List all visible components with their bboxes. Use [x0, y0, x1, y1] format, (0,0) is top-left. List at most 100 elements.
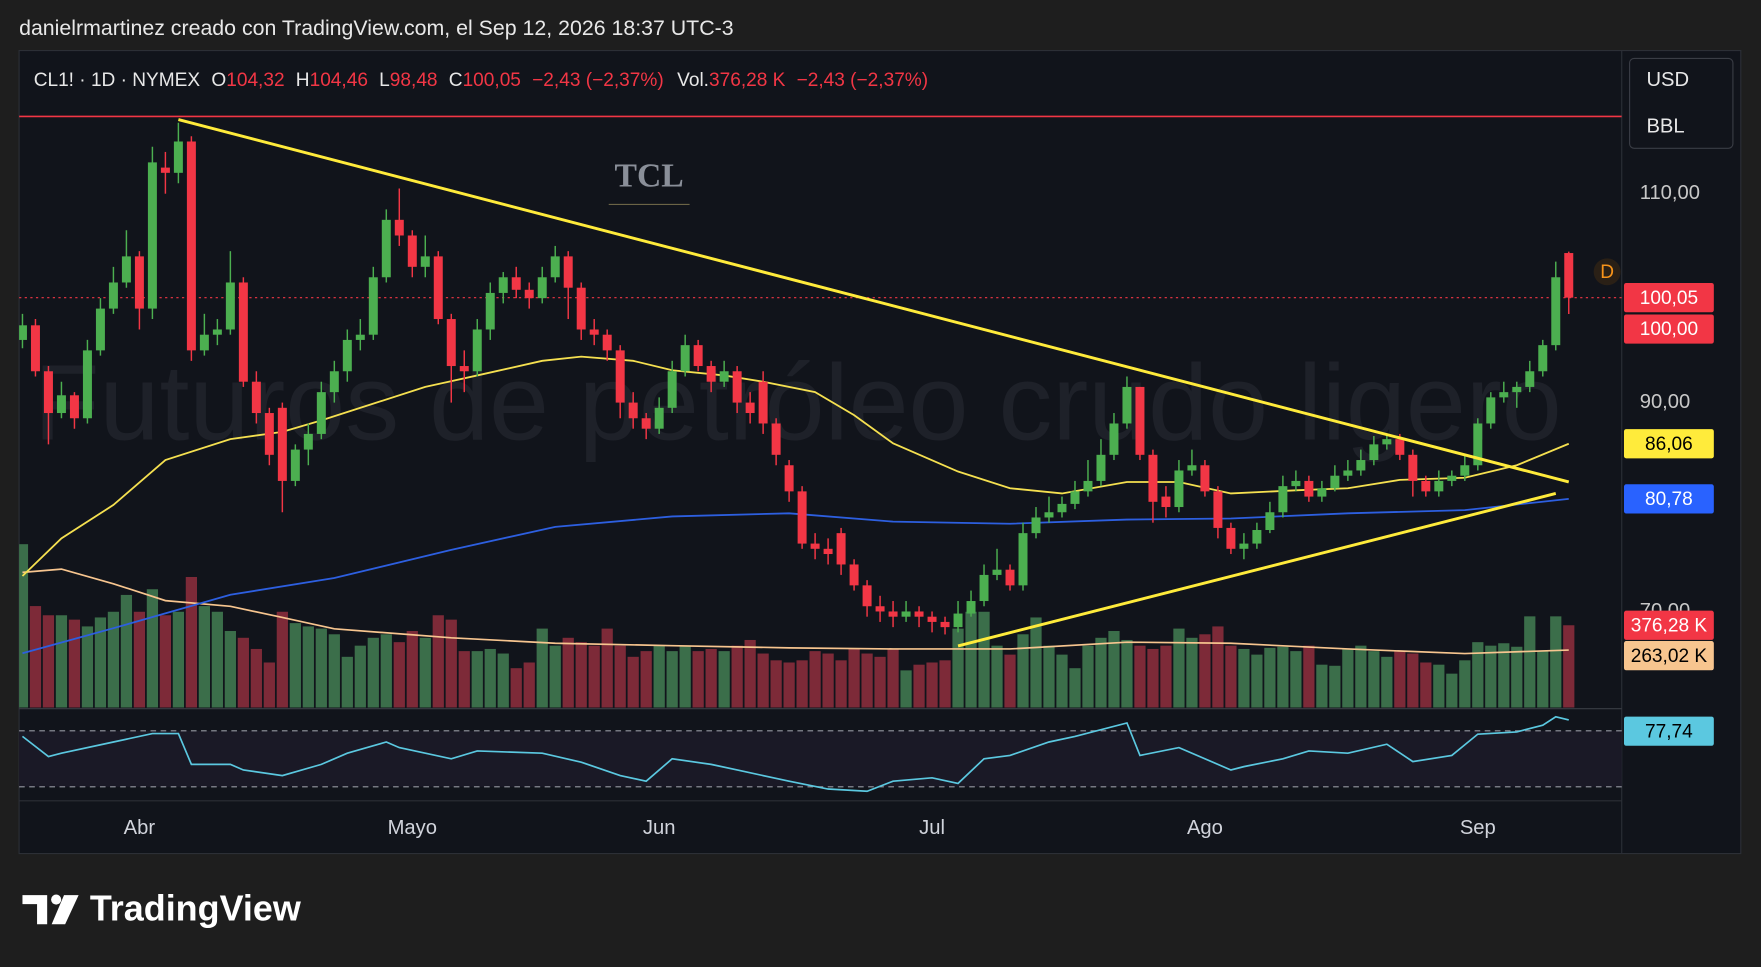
candle-body	[654, 407, 664, 429]
volume-bar	[1082, 645, 1094, 708]
candle-body	[849, 564, 859, 586]
unit[interactable]: BBL	[1646, 115, 1684, 137]
volume-bar	[250, 648, 262, 708]
candle-body	[1343, 470, 1353, 476]
volume-bar	[354, 645, 366, 708]
candle-body	[238, 282, 248, 382]
candle-body	[1304, 480, 1314, 497]
rsi-tag-bg	[1623, 716, 1714, 746]
candle-body	[1486, 397, 1496, 424]
candle-body	[641, 418, 651, 429]
candle-body	[82, 350, 92, 419]
candle-body	[1070, 491, 1080, 504]
volume-bar	[1329, 665, 1341, 708]
candle-body	[355, 334, 365, 340]
candle-body	[316, 392, 326, 434]
candle-body	[1174, 470, 1184, 508]
candle-body	[1369, 444, 1379, 461]
volume-bar	[419, 637, 431, 708]
volume-bar	[1524, 616, 1536, 708]
badge[interactable]: D	[1600, 262, 1614, 283]
candle-body	[1018, 533, 1028, 586]
candle-body	[1317, 488, 1327, 497]
candle-body	[1434, 480, 1444, 492]
volume-bar	[1394, 651, 1406, 708]
candle-body	[615, 350, 625, 403]
volume-bar	[783, 662, 795, 708]
volume-bar	[445, 619, 457, 708]
volume-bar	[1173, 628, 1185, 708]
volume-bar	[1368, 651, 1380, 708]
candle-body	[69, 395, 79, 419]
footer-logo	[22, 894, 79, 925]
rsi-band	[19, 730, 1622, 787]
rsi-tag: 77,74	[1645, 721, 1693, 742]
volume-bar	[536, 628, 548, 708]
volume-bar	[1485, 645, 1497, 708]
volume-bar	[1511, 646, 1523, 708]
candle-body	[524, 289, 534, 299]
candle-body	[56, 395, 66, 414]
price-pane	[19, 115, 1622, 708]
volume-bar	[1160, 645, 1172, 708]
candle-body	[914, 611, 924, 617]
volume-bar	[757, 653, 769, 708]
volume-bar	[887, 648, 899, 708]
candle-body	[745, 402, 755, 414]
candle-body	[303, 433, 313, 450]
volume-bar	[1004, 654, 1016, 708]
badge-bg[interactable]	[1593, 258, 1621, 286]
candle-body	[160, 167, 170, 173]
volume-bar	[1537, 651, 1549, 708]
candle-body	[1044, 512, 1054, 518]
candle-body	[771, 423, 781, 455]
ma-tag: 86,06	[1645, 434, 1693, 455]
volume-bar	[731, 645, 743, 708]
candle-body	[108, 282, 118, 309]
volume-bar	[614, 645, 626, 708]
candle-body	[381, 219, 391, 278]
volume-bar	[289, 623, 301, 708]
candle-body	[1096, 454, 1106, 481]
volume-bar	[640, 651, 652, 708]
volume-bar	[172, 611, 185, 708]
unit-box[interactable]	[1629, 57, 1734, 149]
volume-bar	[471, 651, 483, 708]
volume-ma-tag: 263,02 K	[1631, 646, 1708, 667]
candle-body	[537, 277, 547, 299]
logo: TCL	[615, 157, 684, 194]
volume-bar	[211, 611, 223, 708]
volume-bar	[1225, 645, 1237, 708]
volume-bar	[991, 645, 1003, 708]
candle-body	[134, 256, 144, 309]
volume-bar	[1186, 637, 1198, 708]
candle-body	[1421, 480, 1431, 492]
candle-body	[823, 548, 833, 555]
candle-body	[368, 277, 378, 335]
candle-body	[1265, 512, 1275, 531]
volume-bar	[263, 662, 275, 708]
volume-bar	[120, 594, 133, 708]
candle-body	[966, 601, 976, 614]
volume-bar	[1433, 664, 1445, 708]
volume-bar	[1121, 639, 1133, 708]
volume-bar	[328, 634, 340, 708]
volume-bar	[692, 651, 704, 708]
volume-bar	[627, 656, 639, 708]
candle-body	[1109, 423, 1119, 455]
candle-body	[1564, 253, 1574, 298]
volume-bar	[718, 651, 730, 708]
trend-line	[957, 492, 1557, 648]
volume-bar	[939, 660, 951, 708]
volume-bar	[1472, 642, 1484, 708]
volume-bar	[1290, 651, 1302, 708]
volume-bar	[666, 651, 678, 708]
extra-tag-bg	[1623, 314, 1714, 344]
candle-body	[1148, 454, 1158, 502]
candle-body	[784, 465, 794, 492]
candle-body	[940, 621, 950, 628]
candle-body	[19, 325, 27, 340]
currency[interactable]: USD	[1646, 69, 1689, 91]
candle-body	[394, 219, 404, 236]
